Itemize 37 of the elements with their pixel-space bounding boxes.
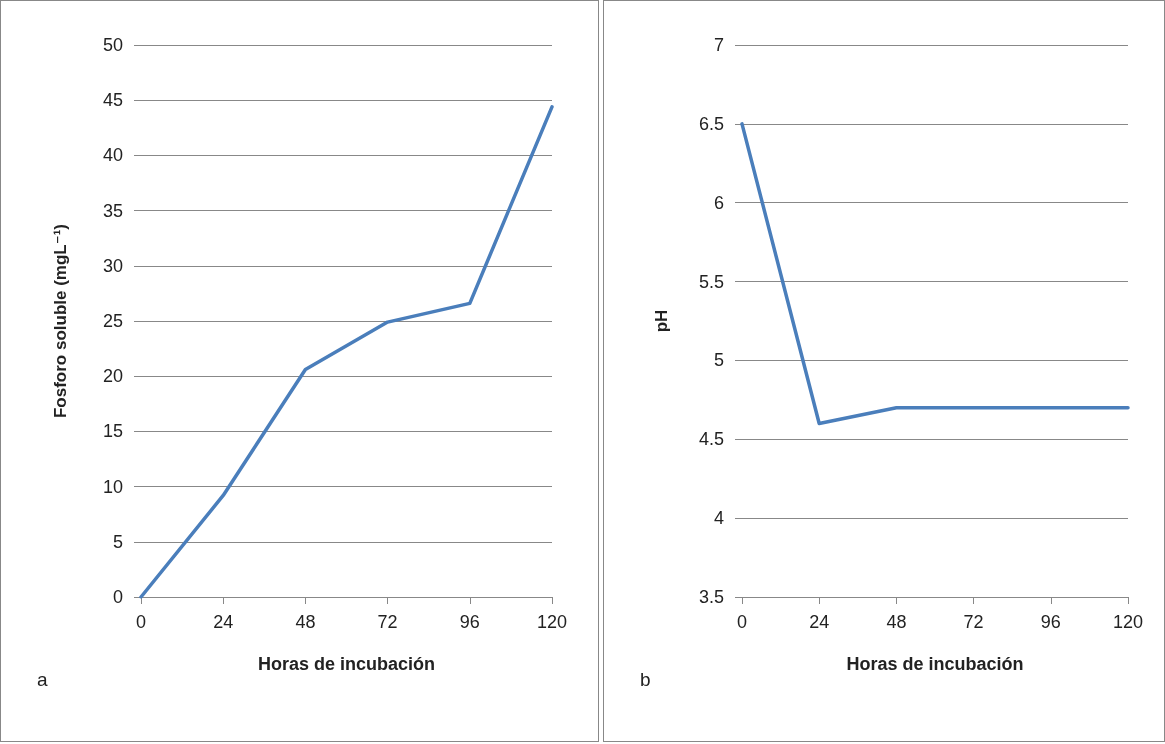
x-tick-label: 0 <box>135 612 147 632</box>
y-tick-label: 5 <box>713 350 724 371</box>
y-tick-label: 35 <box>102 200 123 221</box>
y-axis-title: Fosforo soluble (mgL⁻¹) <box>51 223 70 419</box>
y-tick-label: 15 <box>102 421 123 442</box>
y-tick-label: 5 <box>112 531 123 552</box>
y-tick-label: 30 <box>102 255 123 276</box>
x-tick-label: 72 <box>377 612 398 632</box>
x-tick-label: 96 <box>1040 612 1061 632</box>
x-tick-label: 0 <box>736 612 748 632</box>
y-axis-title: pH <box>652 309 671 333</box>
text: a <box>37 669 48 690</box>
y-tick-label: 5.5 <box>698 271 724 292</box>
x-tick-label: 48 <box>886 612 907 632</box>
x-tick-label: 24 <box>213 612 234 632</box>
x-tick-label: 24 <box>809 612 830 632</box>
x-tick-label: 120 <box>1112 612 1144 632</box>
y-tick-label: 4.5 <box>698 429 724 450</box>
y-tick-label: 50 <box>102 35 123 55</box>
x-tick-label: 72 <box>963 612 984 632</box>
x-axis-title: Horas de incubación <box>846 654 1024 674</box>
y-tick-label: 7 <box>713 35 724 55</box>
y-tick-label: 0 <box>112 587 123 607</box>
y-tick-label: 4 <box>713 508 724 529</box>
y-tick-label: 6.5 <box>698 113 724 134</box>
x-tick-label: 96 <box>459 612 480 632</box>
y-tick-label: 6 <box>713 192 724 213</box>
y-tick-label: 3.5 <box>698 587 724 607</box>
y-tick-label: 25 <box>102 311 123 331</box>
y-tick-label: 10 <box>102 476 123 497</box>
y-tick-label: 45 <box>102 90 123 111</box>
y-tick-label: 40 <box>102 145 123 166</box>
text: b <box>640 669 651 690</box>
x-tick-label: 48 <box>295 612 316 632</box>
y-tick-label: 20 <box>102 366 123 387</box>
x-tick-label: 120 <box>536 612 568 632</box>
x-axis-title: Horas de incubación <box>257 654 436 674</box>
